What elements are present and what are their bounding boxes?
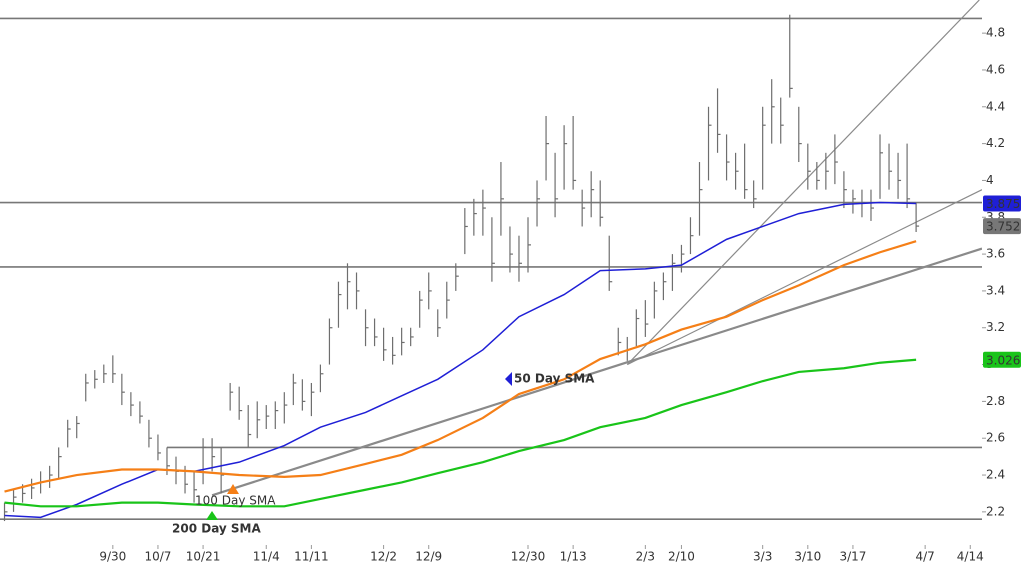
- sma-line: [4, 240, 917, 493]
- x-tick-label: 3/17: [839, 550, 866, 564]
- close-last-box: [983, 218, 1021, 235]
- x-tick-label: 1/13: [560, 550, 587, 564]
- y-tick-label: 3.6: [986, 247, 1005, 261]
- legend-label: 50 Day SMA: [514, 372, 595, 386]
- y-tick-label: 4.6: [986, 62, 1005, 76]
- x-tick-label: 3/3: [753, 550, 772, 564]
- y-tick-label: 4.4: [986, 99, 1005, 113]
- legend-label: 200 Day SMA: [172, 522, 262, 536]
- x-tick-label: 2/3: [636, 550, 655, 564]
- sma-line: [4, 201, 917, 519]
- x-tick-label: 3/10: [794, 550, 821, 564]
- y-tick-label: 2.6: [986, 431, 1005, 445]
- x-tick-label: 4/14: [957, 550, 984, 564]
- sma200-last-label: 3.026: [986, 353, 1020, 367]
- y-tick-label: 3.4: [986, 283, 1005, 297]
- y-tick-label: 5: [986, 0, 994, 3]
- x-tick-label: 4/7: [915, 550, 934, 564]
- annotation-pointer: [505, 372, 512, 386]
- x-tick-label: 10/21: [186, 550, 221, 564]
- x-tick-label: 11/11: [294, 550, 329, 564]
- y-tick-label: 2.4: [986, 468, 1005, 482]
- trend-line: [211, 247, 982, 497]
- y-tick-label: 3.2: [986, 320, 1005, 334]
- x-tick-label: 10/7: [144, 550, 171, 564]
- annotation-pointer: [227, 484, 239, 494]
- plot-area: [0, 0, 982, 522]
- sma50-last-box: [983, 195, 1021, 212]
- x-tick-label: 12/9: [415, 550, 442, 564]
- x-tick-label: 11/4: [253, 550, 280, 564]
- y-tick-label: 4: [986, 173, 994, 187]
- y-tick-label: 2.8: [986, 394, 1005, 408]
- close-last-label: 3.752: [986, 220, 1020, 234]
- x-tick-label: 2/10: [668, 550, 695, 564]
- x-tick-label: 12/2: [370, 550, 397, 564]
- legend-label: 100 Day SMA: [195, 494, 276, 508]
- trend-line: [627, 189, 982, 366]
- sma-line: [4, 358, 917, 508]
- y-tick-label: 4.2: [986, 136, 1005, 150]
- sma200-last-box: [983, 351, 1021, 368]
- trend-line: [626, 0, 980, 365]
- x-tick-label: 12/30: [511, 550, 546, 564]
- annotation-pointer: [206, 511, 218, 520]
- y-tick-label: 2.2: [986, 504, 1005, 518]
- y-tick-label: 4.8: [986, 26, 1005, 40]
- sma50-last-label: 3.875: [986, 197, 1020, 211]
- x-tick-label: 9/30: [99, 550, 126, 564]
